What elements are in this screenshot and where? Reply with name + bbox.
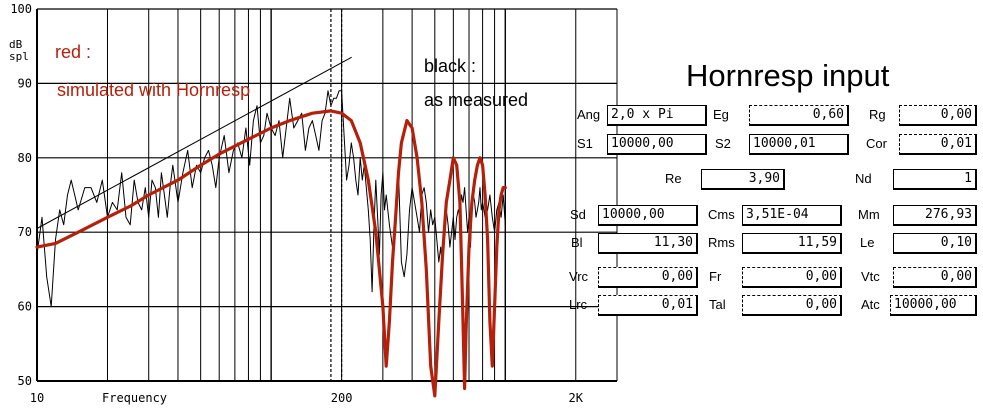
y-axis-label-line1: dB: [9, 38, 23, 51]
field-label-mm: Mm: [858, 207, 880, 222]
field-input-fr[interactable]: 0,00: [742, 267, 842, 288]
x-axis-label: Frequency: [102, 391, 167, 405]
series-line-2: [35, 109, 507, 398]
field-label-lrc: Lrc: [569, 297, 588, 312]
chart-series: [35, 56, 507, 398]
y-tick-label: 70: [18, 225, 32, 239]
x-tick-label: 2K: [569, 391, 584, 405]
field-label-sd: Sd: [570, 207, 586, 222]
field-input-atc[interactable]: 10000,00: [890, 295, 977, 316]
field-label-fr: Fr: [709, 269, 722, 284]
x-tick-label: 10: [30, 391, 44, 405]
y-tick-label: 60: [18, 300, 32, 314]
field-label-nd: Nd: [855, 171, 872, 186]
field-input-vtc[interactable]: 0,00: [893, 267, 977, 288]
field-input-vrc[interactable]: 0,00: [598, 267, 698, 288]
y-tick-label: 90: [18, 76, 32, 90]
annotation-red-label-1: red :: [55, 42, 91, 62]
field-input-re[interactable]: 3,90: [701, 169, 785, 190]
field-label-le: Le: [860, 235, 875, 250]
field-input-nd[interactable]: 1: [893, 169, 977, 190]
annotation-black-label-2: as measured: [424, 90, 528, 110]
field-input-sd[interactable]: 10000,00: [598, 205, 698, 226]
y-tick-label: 80: [18, 151, 32, 165]
y-tick-label: 50: [18, 374, 32, 388]
field-label-re: Re: [665, 171, 682, 186]
field-input-s1[interactable]: 10000,00: [607, 134, 707, 155]
chart-tick-labels: 50 60 70 80 90 100 10 200 2K: [10, 2, 583, 405]
field-input-rms[interactable]: 11,59: [742, 233, 842, 254]
field-label-ang: Ang: [577, 107, 601, 122]
field-input-mm[interactable]: 276,93: [893, 205, 977, 226]
field-label-eg: Eg: [713, 107, 729, 122]
field-label-vtc: Vtc: [861, 269, 880, 284]
field-label-atc: Atc: [861, 297, 880, 312]
field-label-rg: Rg: [869, 107, 886, 122]
field-input-bl[interactable]: 11,30: [598, 233, 698, 254]
field-input-cor[interactable]: 0,01: [899, 134, 977, 155]
field-label-bl: Bl: [571, 235, 583, 250]
field-label-cms: Cms: [708, 207, 735, 222]
field-label-s1: S1: [577, 136, 593, 151]
field-label-s2: S2: [715, 136, 731, 151]
field-input-rg[interactable]: 0,00: [899, 105, 977, 126]
field-label-rms: Rms: [708, 235, 735, 250]
hornresp-panel-title: Hornresp input: [686, 58, 890, 93]
field-input-cms[interactable]: 3,51E-04: [742, 205, 842, 226]
x-tick-label: 200: [331, 391, 353, 405]
field-label-tal: Tal: [709, 297, 726, 312]
series-line-1: [36, 56, 352, 229]
annotation-red-label-2: simulated with Hornresp: [57, 80, 250, 100]
field-input-eg[interactable]: 0,60: [749, 105, 849, 126]
field-input-ang[interactable]: 2,0 x Pi: [607, 105, 707, 126]
y-tick-label: 100: [10, 2, 32, 16]
frequency-response-chart: 50 60 70 80 90 100 10 200 2K dB spl Frequency re…: [9, 2, 618, 405]
field-input-le[interactable]: 0,10: [893, 233, 977, 254]
field-input-tal[interactable]: 0,00: [742, 295, 842, 316]
annotation-black-label-1: black :: [424, 56, 476, 76]
field-label-vrc: Vrc: [569, 269, 589, 284]
chart-axes: [36, 9, 617, 382]
field-input-lrc[interactable]: 0,01: [598, 295, 698, 316]
field-label-cor: Cor: [866, 136, 887, 151]
y-axis-label-line2: spl: [9, 50, 29, 63]
field-input-s2[interactable]: 10000,01: [749, 134, 849, 155]
